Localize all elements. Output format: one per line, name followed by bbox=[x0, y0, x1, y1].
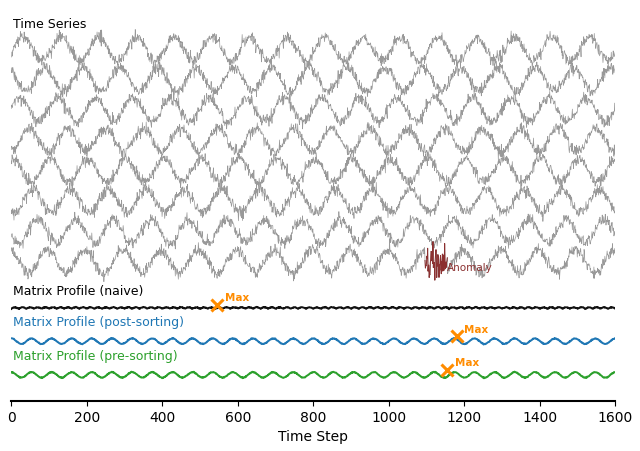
Text: Max: Max bbox=[225, 294, 249, 304]
Text: Matrix Profile (pre-sorting): Matrix Profile (pre-sorting) bbox=[13, 350, 177, 363]
X-axis label: Time Step: Time Step bbox=[278, 430, 348, 444]
Text: Anomaly: Anomaly bbox=[447, 263, 493, 273]
Text: Time Series: Time Series bbox=[13, 18, 86, 31]
Text: Max: Max bbox=[455, 359, 479, 368]
Text: Max: Max bbox=[465, 325, 489, 335]
Text: Matrix Profile (post-sorting): Matrix Profile (post-sorting) bbox=[13, 316, 184, 329]
Text: Matrix Profile (naive): Matrix Profile (naive) bbox=[13, 285, 143, 298]
